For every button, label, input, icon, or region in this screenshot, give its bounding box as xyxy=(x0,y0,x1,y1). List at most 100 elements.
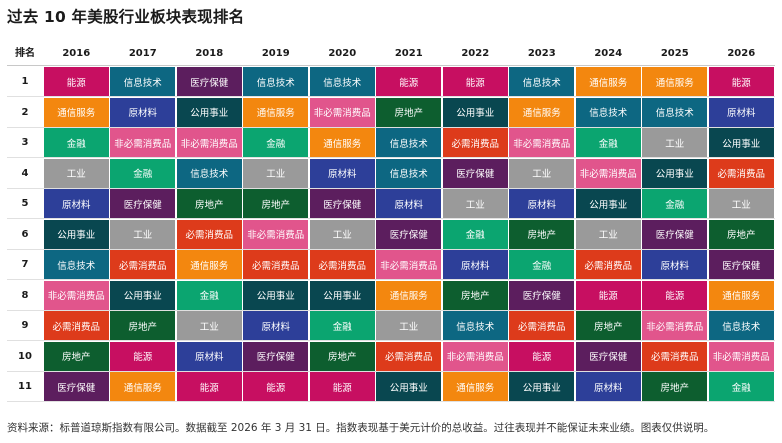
ranking-cell: 信息技术 xyxy=(442,311,508,340)
ranking-cell: 工业 xyxy=(243,158,309,188)
ranking-cell: 金融 xyxy=(309,311,375,340)
ranking-cell: 房地产 xyxy=(642,372,708,401)
ranking-cell: 通信服务 xyxy=(708,280,774,310)
header-divider xyxy=(7,65,775,66)
ranking-cell: 通信服务 xyxy=(575,67,641,96)
ranking-cell: 医疗保健 xyxy=(642,219,708,249)
rank-label-6: 6 xyxy=(21,228,29,240)
ranking-cell: 工业 xyxy=(642,128,708,157)
ranking-cell: 能源 xyxy=(176,372,242,401)
ranking-cell: 公用事业 xyxy=(509,372,575,401)
year-header-2025: 2025 xyxy=(660,48,689,59)
ranking-cell: 医疗保健 xyxy=(309,189,375,218)
ranking-cell: 医疗保健 xyxy=(243,341,309,371)
ranking-cell: 工业 xyxy=(43,158,109,188)
ranking-cell: 能源 xyxy=(575,280,641,310)
ranking-cell: 金融 xyxy=(110,158,176,188)
ranking-cell: 非必需消费品 xyxy=(176,128,242,157)
ranking-cell: 原材料 xyxy=(243,311,309,340)
ranking-cell: 医疗保健 xyxy=(376,219,442,249)
ranking-cell: 通信服务 xyxy=(309,128,375,157)
ranking-cell: 金融 xyxy=(642,189,708,218)
ranking-cell: 公用事业 xyxy=(575,189,641,218)
ranking-cell: 工业 xyxy=(575,219,641,249)
ranking-cell: 通信服务 xyxy=(43,97,109,127)
ranking-cell: 房地产 xyxy=(575,311,641,340)
ranking-cell: 原材料 xyxy=(509,189,575,218)
rank-header: 排名 xyxy=(15,48,35,59)
row-divider xyxy=(7,218,775,220)
year-header-2026: 2026 xyxy=(727,48,756,59)
row-divider xyxy=(7,309,775,311)
row-divider xyxy=(7,187,775,189)
rank-label-11: 11 xyxy=(18,381,32,392)
ranking-cell: 能源 xyxy=(509,341,575,371)
ranking-cell: 通信服务 xyxy=(176,250,242,279)
source-note: 资料来源：标普道琼斯指数有限公司。数据截至 2026 年 3 月 31 日。指数… xyxy=(7,422,715,434)
year-header-2022: 2022 xyxy=(461,48,490,59)
ranking-cell: 原材料 xyxy=(43,189,109,218)
ranking-cell: 房地产 xyxy=(243,189,309,218)
ranking-cell: 非必需消费品 xyxy=(376,250,442,279)
ranking-cell: 信息技术 xyxy=(243,67,309,96)
row-divider xyxy=(7,126,775,128)
ranking-cell: 原材料 xyxy=(309,158,375,188)
ranking-cell: 金融 xyxy=(708,372,774,401)
ranking-cell: 房地产 xyxy=(43,341,109,371)
ranking-cell: 非必需消费品 xyxy=(642,311,708,340)
row-divider xyxy=(7,370,775,372)
ranking-cell: 公用事业 xyxy=(309,280,375,310)
row-divider xyxy=(7,248,775,250)
ranking-cell: 通信服务 xyxy=(243,97,309,127)
ranking-cell: 通信服务 xyxy=(110,372,176,401)
ranking-cell: 原材料 xyxy=(376,189,442,218)
ranking-cell: 能源 xyxy=(708,67,774,96)
ranking-cell: 公用事业 xyxy=(43,219,109,249)
ranking-cell: 工业 xyxy=(376,311,442,340)
ranking-cell: 房地产 xyxy=(376,97,442,127)
rank-label-2: 2 xyxy=(21,106,29,118)
ranking-cell: 医疗保健 xyxy=(442,158,508,188)
ranking-cell: 公用事业 xyxy=(243,280,309,310)
ranking-cell: 信息技术 xyxy=(110,67,176,96)
ranking-cell: 信息技术 xyxy=(575,97,641,127)
ranking-cell: 房地产 xyxy=(309,341,375,371)
ranking-cell: 公用事业 xyxy=(176,97,242,127)
page-title: 过去 10 年美股行业板块表现排名 xyxy=(7,8,245,26)
ranking-cell: 能源 xyxy=(243,372,309,401)
ranking-cell: 能源 xyxy=(110,341,176,371)
ranking-cell: 信息技术 xyxy=(509,67,575,96)
ranking-cell: 能源 xyxy=(642,280,708,310)
row-divider xyxy=(7,401,775,403)
rank-label-9: 9 xyxy=(21,320,29,331)
ranking-cell: 原材料 xyxy=(442,250,508,279)
year-header-2020: 2020 xyxy=(328,48,357,59)
ranking-cell: 原材料 xyxy=(110,97,176,127)
ranking-cell: 医疗保健 xyxy=(176,67,242,96)
ranking-cell: 必需消费品 xyxy=(442,128,508,157)
rank-label-5: 5 xyxy=(21,198,29,209)
ranking-cell: 通信服务 xyxy=(442,372,508,401)
ranking-cell: 原材料 xyxy=(642,250,708,279)
ranking-cell: 房地产 xyxy=(509,219,575,249)
ranking-cell: 医疗保健 xyxy=(43,372,109,401)
row-divider xyxy=(7,340,775,342)
ranking-cell: 必需消费品 xyxy=(176,219,242,249)
ranking-cell: 医疗保健 xyxy=(110,189,176,218)
ranking-cell: 必需消费品 xyxy=(509,311,575,340)
ranking-cell: 非必需消费品 xyxy=(309,97,375,127)
ranking-cell: 原材料 xyxy=(176,341,242,371)
rank-label-3: 3 xyxy=(21,137,29,148)
ranking-cell: 非必需消费品 xyxy=(442,341,508,371)
ranking-cell: 房地产 xyxy=(708,219,774,249)
year-header-2016: 2016 xyxy=(62,48,91,59)
year-header-2018: 2018 xyxy=(195,48,224,59)
ranking-cell: 房地产 xyxy=(110,311,176,340)
ranking-cell: 工业 xyxy=(176,311,242,340)
ranking-cell: 公用事业 xyxy=(442,97,508,127)
ranking-cell: 非必需消费品 xyxy=(708,341,774,371)
ranking-cell: 能源 xyxy=(43,67,109,96)
ranking-cell: 能源 xyxy=(376,67,442,96)
ranking-cell: 公用事业 xyxy=(376,372,442,401)
ranking-cell: 信息技术 xyxy=(43,250,109,279)
